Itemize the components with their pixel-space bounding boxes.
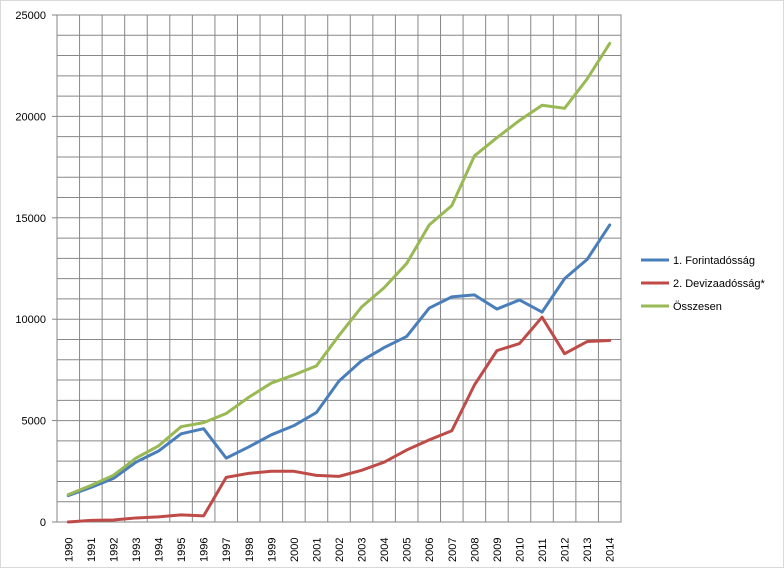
y-axis-tick-labels: 0 5000 10000 15000 20000 25000 xyxy=(15,10,57,529)
x-tick-label: 1992 xyxy=(108,538,120,562)
axes xyxy=(56,15,621,523)
x-tick-label: 2003 xyxy=(357,538,369,562)
x-tick-label: 1999 xyxy=(266,538,278,562)
x-tick-label: 2007 xyxy=(447,538,459,562)
y-tick-label: 5000 xyxy=(22,416,46,428)
x-tick-label: 1996 xyxy=(199,538,211,562)
x-tick-label: 2004 xyxy=(379,538,391,562)
x-tick-label: 2002 xyxy=(334,538,346,562)
y-tick-label: 10000 xyxy=(15,314,46,326)
x-tick-label: 2008 xyxy=(469,538,481,562)
x-tick-label: 2005 xyxy=(402,538,414,562)
grid xyxy=(56,14,622,523)
x-tick-label: 2011 xyxy=(537,538,549,562)
y-tick-label: 15000 xyxy=(15,213,46,225)
x-tick-label: 1994 xyxy=(154,538,166,562)
series-line xyxy=(66,315,612,524)
x-tick-label: 2000 xyxy=(289,538,301,562)
x-tick-label: 2013 xyxy=(582,538,594,562)
x-tick-label: 2006 xyxy=(424,538,436,562)
x-tick-label: 2010 xyxy=(514,538,526,562)
x-tick-label: 2012 xyxy=(560,538,572,562)
y-tick-label: 20000 xyxy=(15,111,46,123)
y-tick-label: 0 xyxy=(40,517,46,529)
legend: 1. Forintadósság 2. Devizaadósság* Összese… xyxy=(641,255,765,313)
legend-label: Összesen xyxy=(673,301,722,313)
x-tick-label: 2014 xyxy=(605,538,617,562)
x-tick-label: 1990 xyxy=(63,538,75,562)
series-line xyxy=(66,223,612,498)
y-tick-label: 25000 xyxy=(15,10,46,22)
x-tick-label: 1998 xyxy=(244,538,256,562)
legend-label: 2. Devizaadósság* xyxy=(673,278,765,290)
series-lines xyxy=(66,41,612,524)
series-line xyxy=(66,41,612,497)
x-tick-label: 1995 xyxy=(176,538,188,562)
plot-border xyxy=(56,14,622,523)
legend-label: 1. Forintadósság xyxy=(673,255,755,267)
x-tick-label: 2009 xyxy=(492,538,504,562)
x-axis-tick-labels: 1990 1991 1992 1993 1994 1995 1996 1997 1998 1999… xyxy=(63,538,616,562)
x-tick-label: 1993 xyxy=(131,538,143,562)
x-tick-label: 1991 xyxy=(86,538,98,562)
x-tick-label: 2001 xyxy=(311,538,323,562)
x-tick-label: 1997 xyxy=(221,538,233,562)
